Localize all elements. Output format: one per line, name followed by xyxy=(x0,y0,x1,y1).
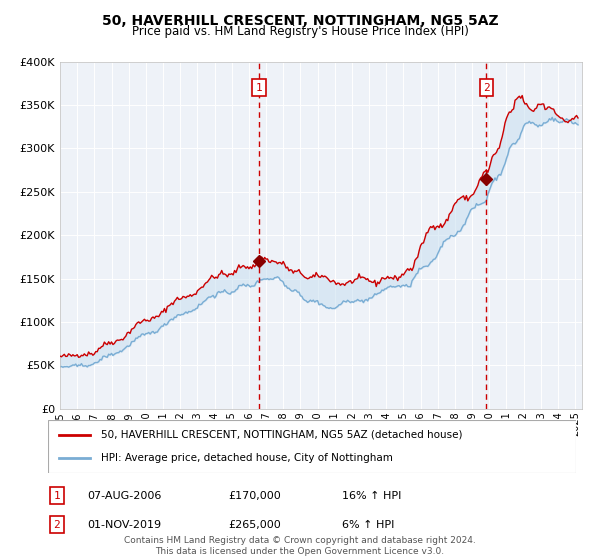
Text: 01-NOV-2019: 01-NOV-2019 xyxy=(87,520,161,530)
Text: 2: 2 xyxy=(483,83,490,92)
Text: 2: 2 xyxy=(53,520,61,530)
Text: 50, HAVERHILL CRESCENT, NOTTINGHAM, NG5 5AZ (detached house): 50, HAVERHILL CRESCENT, NOTTINGHAM, NG5 … xyxy=(101,430,463,440)
Text: 6% ↑ HPI: 6% ↑ HPI xyxy=(342,520,394,530)
Text: 1: 1 xyxy=(256,83,262,92)
Text: HPI: Average price, detached house, City of Nottingham: HPI: Average price, detached house, City… xyxy=(101,453,392,463)
Text: Contains HM Land Registry data © Crown copyright and database right 2024.
This d: Contains HM Land Registry data © Crown c… xyxy=(124,536,476,556)
Text: 07-AUG-2006: 07-AUG-2006 xyxy=(87,491,161,501)
Text: Price paid vs. HM Land Registry's House Price Index (HPI): Price paid vs. HM Land Registry's House … xyxy=(131,25,469,38)
Text: £265,000: £265,000 xyxy=(228,520,281,530)
FancyBboxPatch shape xyxy=(48,420,576,473)
Text: 1: 1 xyxy=(53,491,61,501)
Text: 16% ↑ HPI: 16% ↑ HPI xyxy=(342,491,401,501)
Text: £170,000: £170,000 xyxy=(228,491,281,501)
Text: 50, HAVERHILL CRESCENT, NOTTINGHAM, NG5 5AZ: 50, HAVERHILL CRESCENT, NOTTINGHAM, NG5 … xyxy=(101,14,499,28)
